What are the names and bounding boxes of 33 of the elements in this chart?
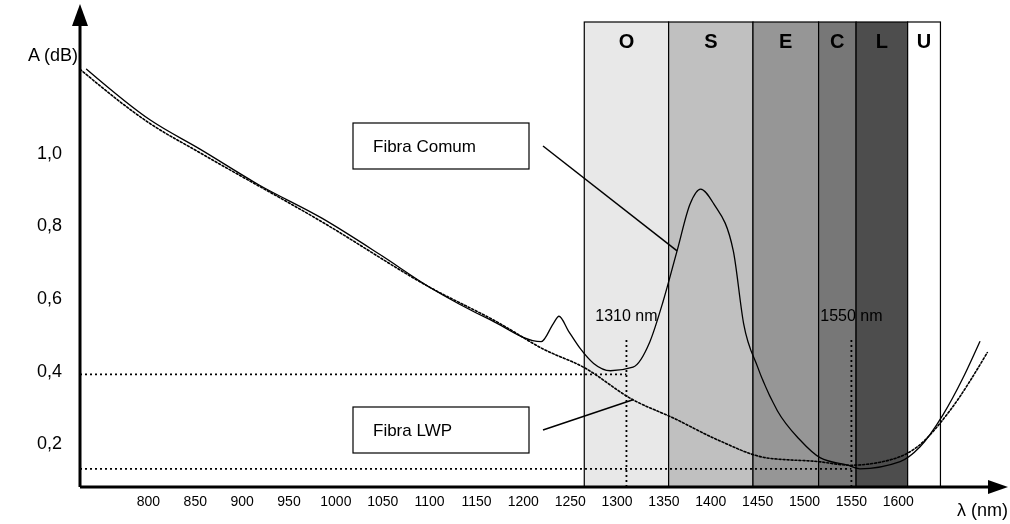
y-tick-label: 0,8 bbox=[36, 215, 62, 236]
band-label: U bbox=[916, 30, 932, 52]
x-tick-label: 1100 bbox=[414, 493, 445, 509]
y-axis-title: A (dB) bbox=[27, 45, 78, 65]
band-label: S bbox=[704, 30, 718, 52]
band-label: C bbox=[830, 30, 845, 52]
x-tick-label: 1350 bbox=[648, 493, 680, 509]
x-tick-label: 1200 bbox=[507, 493, 540, 509]
ref-line-label: 1310 nm bbox=[595, 306, 658, 324]
y-tick-label: 1,0 bbox=[36, 142, 62, 163]
band-label: L bbox=[875, 30, 888, 52]
x-tick-label: 900 bbox=[230, 493, 255, 509]
x-tick-label: 800 bbox=[136, 493, 161, 509]
x-tick-label: 1300 bbox=[601, 493, 633, 509]
x-tick-label: 1450 bbox=[742, 493, 774, 509]
x-tick-label: 1050 bbox=[367, 493, 399, 509]
x-tick-label: 1250 bbox=[554, 493, 586, 509]
x-tick-label: 850 bbox=[183, 493, 208, 509]
text: Fibra Comum bbox=[373, 137, 476, 156]
x-tick-label: 1500 bbox=[788, 493, 821, 509]
x-tick-label: 1400 bbox=[695, 493, 727, 509]
band-label: O bbox=[618, 30, 635, 52]
x-tick-label: 1600 bbox=[882, 493, 915, 509]
x-tick-label: 1550 bbox=[835, 493, 868, 509]
y-tick-label: 0,6 bbox=[36, 288, 62, 309]
y-tick-label: 0,2 bbox=[36, 433, 62, 454]
x-axis-title: λ (nm) bbox=[957, 500, 1008, 520]
x-tick-label: 1000 bbox=[320, 493, 352, 509]
x-tick-label: 1150 bbox=[461, 493, 492, 509]
y-tick-label: 0,4 bbox=[36, 360, 62, 381]
band-label: E bbox=[779, 30, 793, 52]
x-tick-label: 950 bbox=[277, 493, 301, 509]
text: Fibra LWP bbox=[373, 421, 453, 440]
